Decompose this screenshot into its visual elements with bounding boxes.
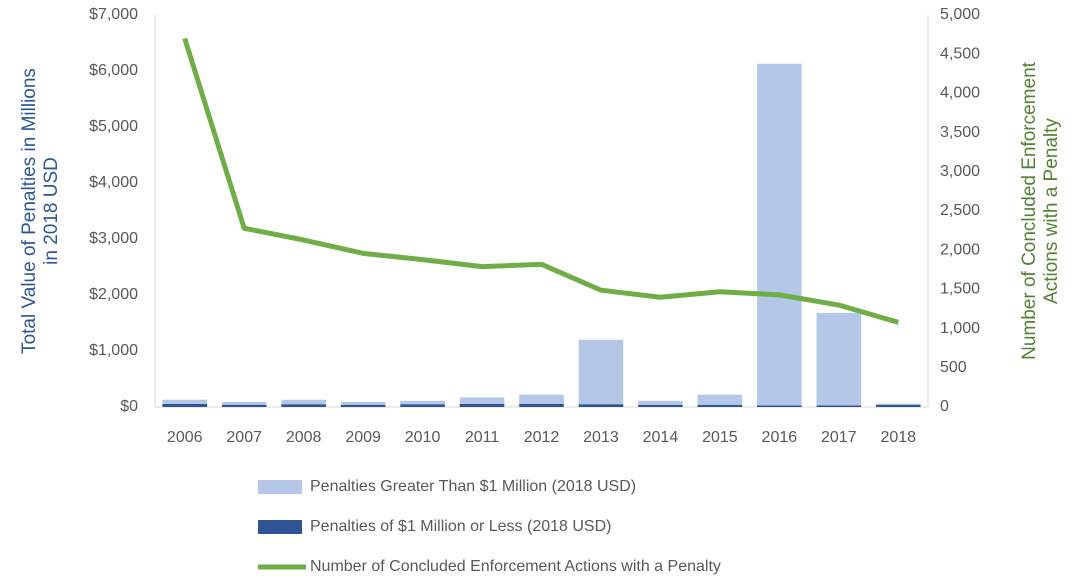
y2-tick-label: 1,000 (940, 320, 980, 337)
y2-tick-label: 1,500 (940, 281, 980, 298)
bar (519, 394, 564, 404)
x-tick-label: 2012 (524, 429, 560, 446)
y2-tick-label: 0 (940, 398, 949, 415)
y-tick-label: $6,000 (89, 62, 138, 79)
y2-axis-title-line: Actions with a Penalty (1041, 118, 1062, 304)
bar (340, 401, 386, 405)
legend-label: Penalties of $1 Million or Less (2018 US… (310, 518, 611, 535)
bar (697, 394, 743, 405)
line (182, 37, 899, 325)
y-axis-title-line: in 2018 USD (41, 157, 62, 265)
y2-tick-label: 3,500 (940, 124, 980, 141)
bar (578, 339, 624, 405)
legend-label: Penalties Greater Than $1 Million (2018 … (310, 478, 636, 495)
bar (459, 397, 505, 404)
x-tick-label: 2011 (465, 429, 500, 446)
y-tick-label: $5,000 (89, 118, 138, 135)
y2-tick-label: 5,000 (940, 6, 980, 23)
y-tick-label: $1,000 (89, 342, 138, 359)
y2-tick-label: 2,000 (940, 241, 980, 258)
x-tick-label: 2018 (880, 429, 916, 446)
y-tick-label: $7,000 (89, 6, 138, 23)
x-tick-label: 2009 (345, 429, 381, 446)
y2-tick-label: 500 (940, 359, 967, 376)
bar (697, 404, 743, 407)
x-tick-label: 2010 (405, 429, 441, 446)
y-axis-title-line: Total Value of Penalties in Millions (19, 68, 40, 354)
bar (757, 405, 802, 407)
y-tick-label: $3,000 (89, 230, 138, 247)
bar (221, 401, 267, 405)
y-axis-title: Total Value of Penalties in Millions in … (19, 68, 62, 354)
y2-axis-title: Number of Concluded Enforcement Actions … (1019, 61, 1062, 360)
bar (400, 404, 445, 407)
x-tick-label: 2017 (821, 429, 857, 446)
bar (459, 403, 505, 407)
y2-tick-label: 4,500 (940, 45, 980, 62)
bar (638, 404, 683, 407)
bar (281, 404, 326, 407)
legend-label: Number of Concluded Enforcement Actions … (310, 558, 721, 575)
y2-tick-label: 4,000 (940, 85, 980, 102)
bar (340, 404, 386, 407)
y2-axis-title-line: Number of Concluded Enforcement (1019, 61, 1040, 360)
legend-swatch (258, 480, 302, 494)
bar (816, 405, 862, 407)
bar (162, 403, 208, 407)
bar (400, 400, 445, 405)
y-tick-label: $0 (120, 398, 138, 415)
legend-swatch (258, 520, 302, 534)
bar (281, 399, 326, 405)
x-tick-label: 2013 (583, 429, 619, 446)
bar (519, 403, 564, 407)
x-tick-label: 2016 (762, 429, 798, 446)
y-tick-label: $4,000 (89, 174, 138, 191)
bar (638, 400, 683, 405)
y2-tick-label: 2,500 (940, 202, 980, 219)
y2-tick-label: 3,000 (940, 163, 980, 180)
bar (221, 404, 267, 407)
y-tick-label: $2,000 (89, 286, 138, 303)
bar (875, 403, 921, 405)
x-tick-label: 2007 (226, 429, 262, 446)
x-tick-label: 2006 (167, 429, 203, 446)
bar (757, 63, 802, 406)
bar (816, 312, 862, 406)
bar (162, 399, 208, 404)
bar (875, 404, 921, 407)
x-tick-label: 2014 (643, 429, 679, 446)
x-tick-label: 2015 (702, 429, 738, 446)
bar (578, 404, 624, 407)
x-tick-label: 2008 (286, 429, 322, 446)
